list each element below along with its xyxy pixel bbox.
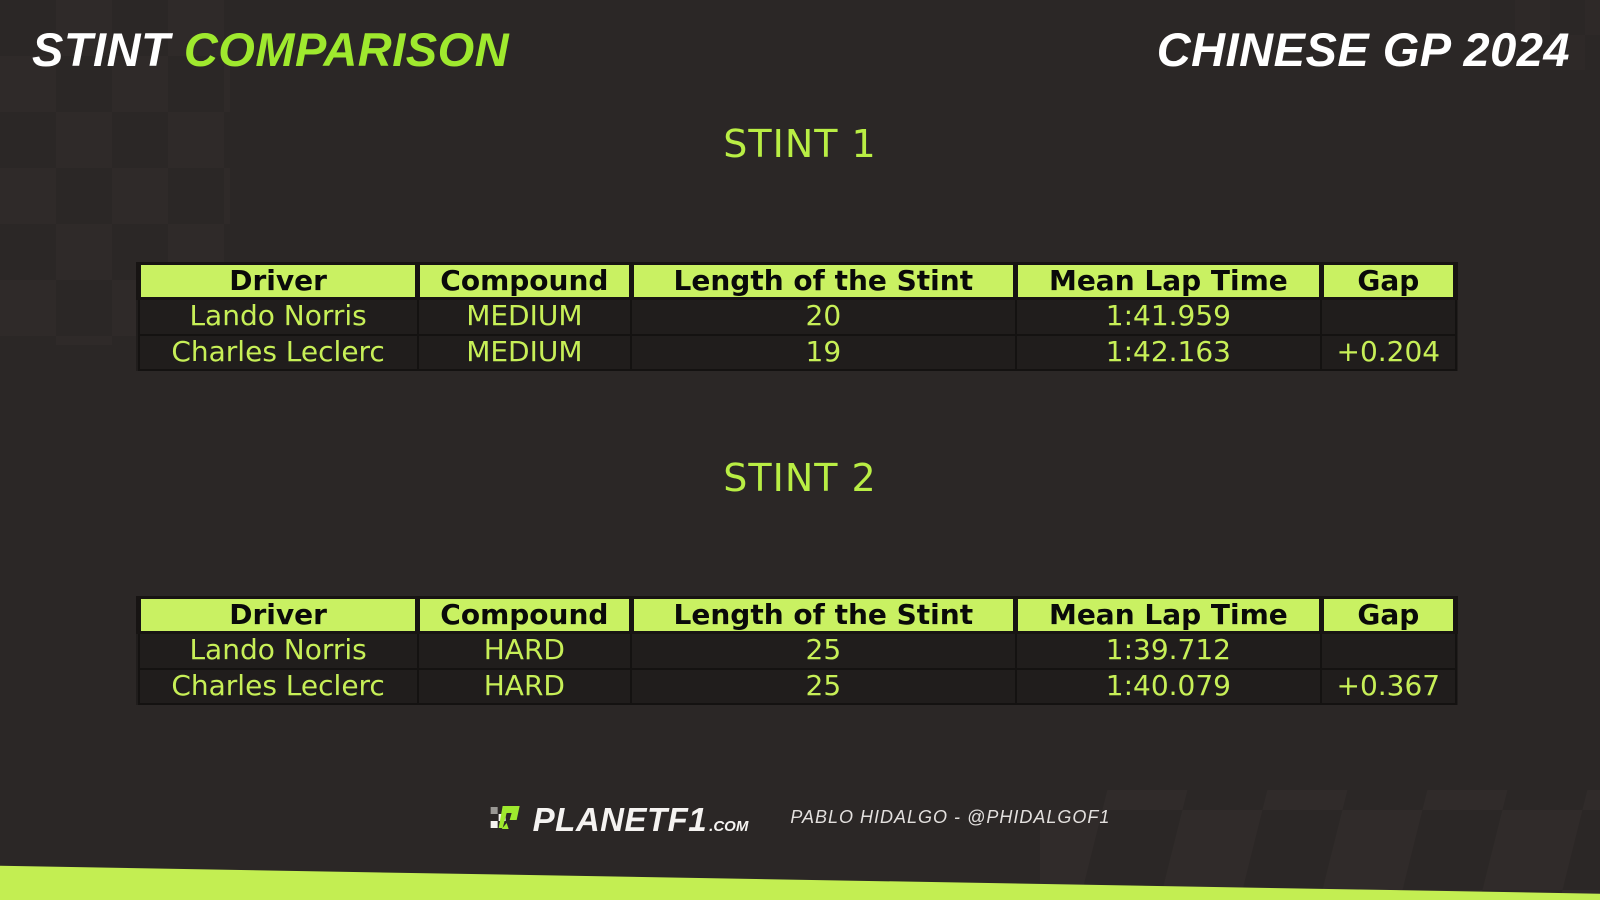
column-header-gap: Gap xyxy=(1318,261,1459,301)
event-title: CHINESE GP 2024 xyxy=(1156,23,1570,76)
stint1-heading: STINT 1 xyxy=(723,122,877,166)
page-title-green: COMPARISON xyxy=(183,23,510,76)
compound-cell: HARD xyxy=(416,631,633,670)
column-header-driver: Driver xyxy=(135,595,421,635)
page-title: STINT COMPARISON xyxy=(32,22,509,77)
stint2-heading: STINT 2 xyxy=(723,456,877,500)
planetf1-wordmark: PLANETF1 xyxy=(532,801,708,838)
column-header-driver: Driver xyxy=(135,261,421,301)
column-header-stint-length: Length of the Stint xyxy=(628,261,1019,301)
planetf1-domain-suffix: .COM xyxy=(709,818,749,835)
column-header-compound: Compound xyxy=(415,595,634,635)
column-header-gap: Gap xyxy=(1318,595,1459,635)
mean-lap-time-cell: 1:42.163 xyxy=(1014,333,1323,372)
column-header-mean-lap-time: Mean Lap Time xyxy=(1013,261,1324,301)
page-title-white: STINT xyxy=(32,23,171,76)
planetf1-logo-icon xyxy=(490,800,526,840)
mean-lap-time-cell: 1:41.959 xyxy=(1014,297,1323,336)
compound-cell: MEDIUM xyxy=(416,297,633,336)
stint-length-cell: 19 xyxy=(630,333,1017,372)
table-row: Lando Norris MEDIUM 20 1:41.959 xyxy=(137,297,1457,336)
author-credit: PABLO HIDALGO - @PHIDALGOF1 xyxy=(790,806,1111,827)
stint2-header-row: Driver Compound Length of the Stint Mean… xyxy=(135,595,1459,635)
column-header-mean-lap-time: Mean Lap Time xyxy=(1013,595,1324,635)
stint1-table: Driver Compound Length of the Stint Mean… xyxy=(135,261,1459,372)
mean-lap-time-cell: 1:40.079 xyxy=(1014,667,1323,706)
driver-cell: Lando Norris xyxy=(137,631,419,670)
compound-cell: HARD xyxy=(416,667,633,706)
gap-cell: +0.204 xyxy=(1320,333,1457,372)
gap-cell: +0.367 xyxy=(1320,667,1457,706)
checker-pattern-bottom-right xyxy=(1040,790,1600,900)
stint-length-cell: 25 xyxy=(630,631,1017,670)
gap-cell xyxy=(1320,631,1457,670)
column-header-stint-length: Length of the Stint xyxy=(628,595,1019,635)
mean-lap-time-cell: 1:39.712 xyxy=(1014,631,1323,670)
compound-cell: MEDIUM xyxy=(416,333,633,372)
table-row: Charles Leclerc MEDIUM 19 1:42.163 +0.20… xyxy=(137,333,1457,372)
stint1-header-row: Driver Compound Length of the Stint Mean… xyxy=(135,261,1459,301)
driver-cell: Charles Leclerc xyxy=(137,667,419,706)
planetf1-brand: PLANETF1 .COM xyxy=(490,795,749,840)
stint-length-cell: 25 xyxy=(630,667,1017,706)
gap-cell xyxy=(1320,297,1457,336)
table-row: Charles Leclerc HARD 25 1:40.079 +0.367 xyxy=(137,667,1457,706)
column-header-compound: Compound xyxy=(415,261,634,301)
table-row: Lando Norris HARD 25 1:39.712 xyxy=(137,631,1457,670)
stint-length-cell: 20 xyxy=(630,297,1017,336)
driver-cell: Lando Norris xyxy=(137,297,419,336)
stint2-table: Driver Compound Length of the Stint Mean… xyxy=(135,595,1459,706)
header-bar: STINT COMPARISON CHINESE GP 2024 xyxy=(0,22,1600,82)
driver-cell: Charles Leclerc xyxy=(137,333,419,372)
footer: PLANETF1 .COM PABLO HIDALGO - @PHIDALGOF… xyxy=(490,795,1111,839)
